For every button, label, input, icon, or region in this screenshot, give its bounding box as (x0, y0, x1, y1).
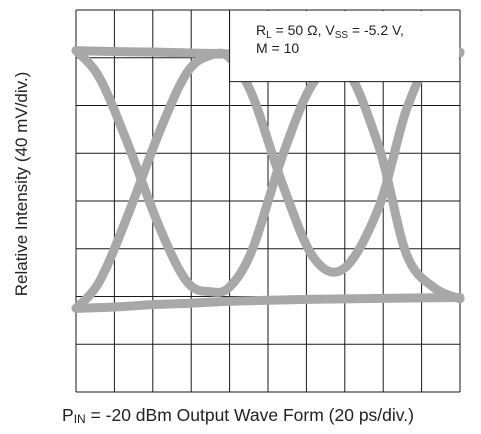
annotation-r-rest: = 50 Ω, V (272, 22, 336, 38)
annotation-v-rest: = -5.2 V, (348, 22, 404, 38)
annotation-line-2: M = 10 (256, 40, 299, 56)
x-label-subscript: IN (74, 412, 86, 426)
x-label-prefix: P (62, 405, 74, 425)
annotation-line-1: RL = 50 Ω, VSS = -5.2 V, (256, 22, 404, 41)
annotation-r: R (256, 22, 266, 38)
annotation-box (229, 11, 459, 82)
annotation-v-sub: SS (335, 30, 349, 41)
y-axis-label: Relative Intensity (40 mV/div.) (12, 72, 31, 297)
eye-trace-4 (71, 46, 465, 304)
eye-trace-3 (71, 46, 465, 313)
annotation-box-border (229, 10, 460, 83)
x-label-rest: = -20 dBm Output Wave Form (20 ps/div.) (86, 405, 414, 425)
eye-trace-2 (71, 293, 465, 313)
x-axis-label: PIN = -20 dBm Output Wave Form (20 ps/di… (62, 405, 414, 426)
annotation-r-sub: L (266, 30, 272, 41)
